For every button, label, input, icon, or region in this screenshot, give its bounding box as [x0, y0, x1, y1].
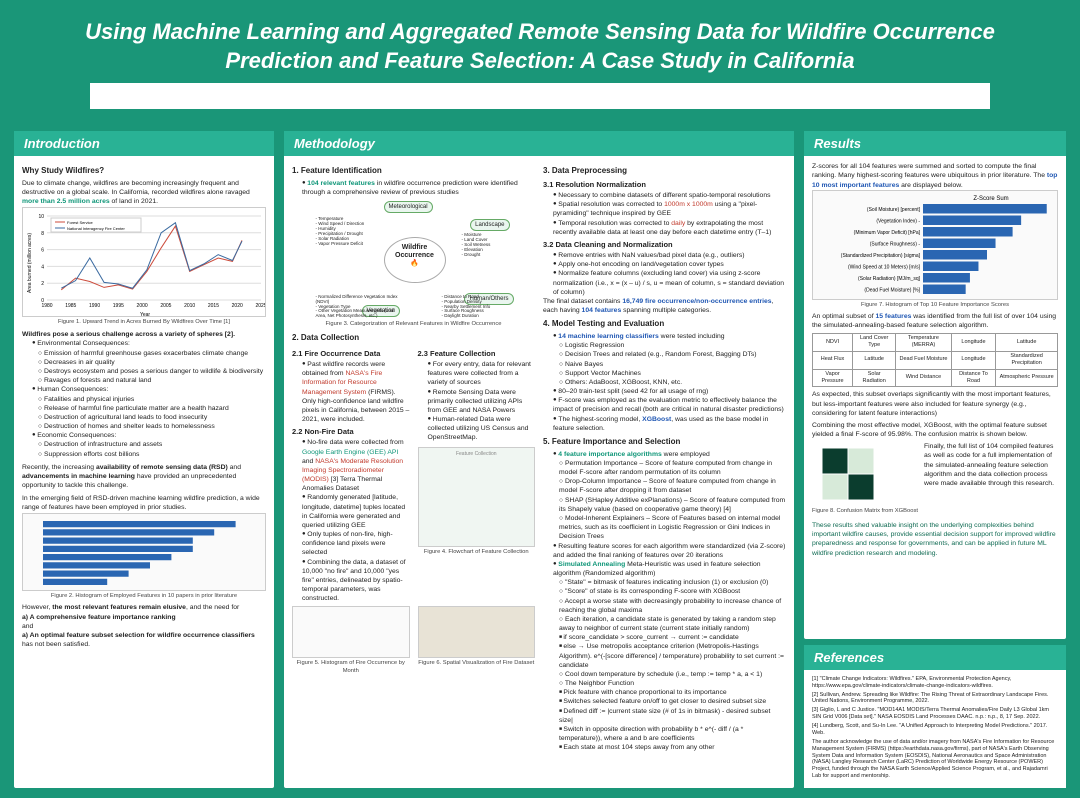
why-heading: Why Study Wildfires? [22, 166, 266, 177]
svg-text:1990: 1990 [89, 303, 100, 309]
svg-text:2010: 2010 [184, 303, 195, 309]
svg-text:2025: 2025 [255, 303, 266, 309]
svg-text:(Standardized Precipitation) [: (Standardized Precipitation) [sigma] [841, 252, 921, 258]
svg-text:1995: 1995 [113, 303, 124, 309]
and: and [22, 622, 266, 631]
svg-text:10: 10 [38, 214, 44, 220]
results-body: Z-scores for all 104 features were summe… [804, 156, 1066, 564]
refs-body: [1] "Climate Change Indicators: Wildfire… [804, 670, 1066, 788]
svg-text:2020: 2020 [232, 303, 243, 309]
methodology-column: Methodology 1. Feature Identification 10… [284, 131, 794, 788]
svg-text:2005: 2005 [160, 303, 171, 309]
gap-d: has not been satisfied. [22, 640, 266, 649]
fig6-map [418, 606, 536, 658]
intro-heading: Introduction [14, 131, 274, 156]
svg-text:1980: 1980 [41, 303, 52, 309]
meth-left: 1. Feature Identification 104 relevant f… [292, 162, 535, 752]
fig5-histogram [292, 606, 410, 658]
s2-h: 2. Data Collection [292, 333, 535, 344]
columns: Introduction Why Study Wildfires? Due to… [0, 125, 1080, 798]
author-box [90, 83, 990, 109]
occurrence-diagram: Meteorological Landscape Vegetation Huma… [314, 199, 514, 319]
intro-p2: Recently, the increasing availability of… [22, 463, 266, 491]
poster-title: Using Machine Learning and Aggregated Re… [30, 18, 1050, 75]
meth-heading: Methodology [284, 131, 794, 156]
eco-list: Destruction of infrastructure and assets… [22, 440, 266, 458]
meth-body: 1. Feature Identification 104 relevant f… [284, 156, 794, 758]
gap: However, the most relevant features rema… [22, 603, 266, 612]
svg-text:(Soil Moisture) [percent]: (Soil Moisture) [percent] [867, 206, 921, 212]
svg-text:Z-Score Sum: Z-Score Sum [973, 196, 1008, 202]
hum-h: Human Consequences: [32, 385, 266, 394]
challenge: Wildfires pose a serious challenge acros… [22, 331, 235, 338]
need-a: a) A comprehensive feature importance ra… [22, 614, 176, 621]
svg-text:(Wind Speed at 10 Meters) [m/s: (Wind Speed at 10 Meters) [m/s] [848, 264, 921, 270]
svg-text:4: 4 [41, 264, 44, 270]
svg-text:(Vegetation Index) -: (Vegetation Index) - [876, 218, 920, 224]
need-b: a) An optimal feature subset selection f… [22, 632, 255, 639]
fig2-caption: Figure 2. Histogram of Employed Features… [22, 593, 266, 601]
svg-text:8: 8 [41, 230, 44, 236]
svg-text:Area burned (million acres): Area burned (million acres) [27, 232, 33, 292]
results-heading: Results [804, 131, 1066, 156]
fig3-caption: Figure 3. Categorization of Relevant Fea… [292, 321, 535, 329]
eco-h: Economic Consequences: [32, 431, 266, 440]
title-area: Using Machine Learning and Aggregated Re… [0, 0, 1080, 125]
hum-list: Fatalities and physical injuriesRelease … [22, 395, 266, 432]
fire-icon: 🔥 [410, 260, 419, 267]
svg-text:(Minimum Vapor Deficit) [hPa]: (Minimum Vapor Deficit) [hPa] [854, 229, 921, 235]
right-column: Results Z-scores for all 104 features we… [804, 131, 1066, 788]
svg-text:Forest Service: Forest Service [67, 220, 94, 225]
refs-heading: References [804, 645, 1066, 670]
feature-subset-table: NDVILand Cover TypeTemperature (MERRA)Lo… [812, 333, 1058, 388]
intro-column: Introduction Why Study Wildfires? Due to… [14, 131, 274, 788]
references-panel: References [1] "Climate Change Indicator… [804, 645, 1066, 788]
env-list: Emission of harmful greenhouse gases exa… [22, 349, 266, 386]
svg-text:2000: 2000 [137, 303, 148, 309]
svg-text:2: 2 [41, 281, 44, 287]
intro-body: Why Study Wildfires? Due to climate chan… [14, 156, 274, 655]
svg-text:National Interagency Fire Cent: National Interagency Fire Center [67, 226, 125, 231]
svg-text:(Surface Roughness) -: (Surface Roughness) - [870, 241, 921, 247]
fig7-bar-chart: Z-Score Sum (Soil Moisture) [percent] (Veg… [812, 190, 1058, 300]
svg-text:6: 6 [41, 247, 44, 253]
fig1-caption: Figure 1. Upward Trend in Acres Burned B… [22, 319, 266, 327]
fig2-histogram [22, 513, 266, 591]
intro-p3: In the emerging field of RSD-driven mach… [22, 494, 266, 512]
confusion-matrix: Figure 8. Confusion Matrix from XGBoost [812, 442, 918, 518]
svg-text:(Dead Fuel Moisture) [%]: (Dead Fuel Moisture) [%] [864, 287, 920, 293]
fig1-line-chart: 0246810198019851990199520002005201020152… [22, 207, 266, 317]
svg-text:2015: 2015 [208, 303, 219, 309]
env-h: Environmental Consequences: [32, 339, 266, 348]
results-panel: Results Z-scores for all 104 features we… [804, 131, 1066, 639]
intro-p1: Due to climate change, wildfires are bec… [22, 179, 266, 207]
svg-text:Year: Year [140, 312, 150, 317]
s1-h: 1. Feature Identification [292, 166, 535, 177]
meth-right: 3. Data Preprocessing 3.1 Resolution Nor… [543, 162, 786, 752]
svg-text:(Solar Radiation) [MJ/m_sq]: (Solar Radiation) [MJ/m_sq] [858, 275, 921, 281]
feature-flowchart: Feature Collection [418, 447, 536, 547]
svg-text:1985: 1985 [65, 303, 76, 309]
